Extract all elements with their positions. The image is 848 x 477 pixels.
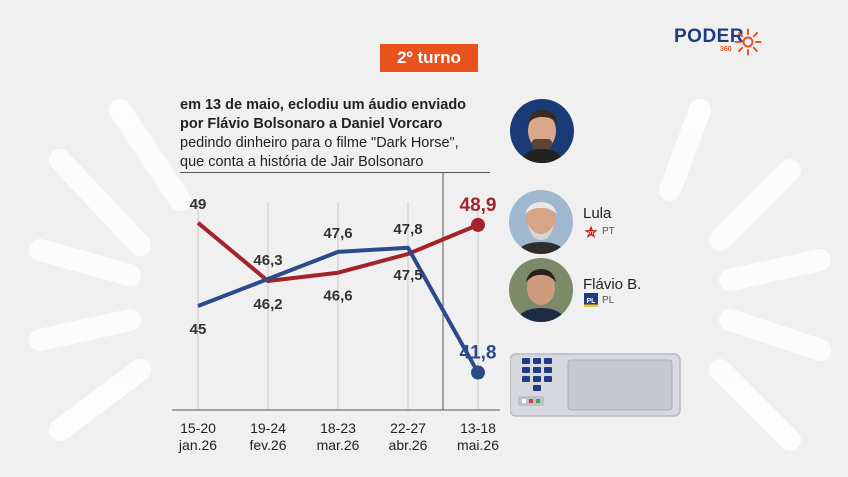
data-label-lula: 46,6 — [323, 288, 352, 305]
data-label-flavio: 46,3 — [253, 252, 282, 269]
endpoint-lula — [471, 217, 485, 232]
x-tick-label: 22-27 abr.26 — [388, 420, 428, 453]
data-label-lula: 48,9 — [460, 195, 497, 216]
data-label-flavio: 45 — [190, 321, 207, 338]
data-label-lula: 47,5 — [393, 267, 422, 284]
pt-star-icon: PT — [584, 225, 598, 238]
annotation-bold-line: por Flávio Bolsonaro a Daniel Vorcaro — [180, 116, 443, 132]
legend-flavio-name: Flávio B. — [583, 276, 642, 293]
brand-logo-sub: 360 — [720, 46, 732, 53]
lula-photo — [509, 190, 573, 254]
brand-logo: PODER — [674, 26, 745, 47]
series-line-flavio — [197, 245, 480, 374]
voting-machine-icon — [510, 353, 681, 417]
vorcaro-photo — [510, 99, 574, 163]
annotation-line: que conta a história de Jair Bolsonaro — [180, 154, 424, 170]
annotation-text: em 13 de maio, eclodiu um áudio enviado … — [180, 96, 510, 172]
x-tick-label: 13-18 mai.26 — [456, 420, 500, 453]
x-tick-label: 15-20 jan.26 — [178, 420, 218, 453]
sun-icon — [734, 28, 762, 56]
annotation-rule — [180, 172, 490, 173]
legend-lula-party: PT — [602, 226, 615, 237]
legend-lula-name: Lula — [583, 205, 612, 222]
svg-text:PT: PT — [588, 231, 594, 236]
annotation-line: pedindo dinheiro para o filme "Dark Hors… — [180, 135, 459, 151]
data-label-flavio: 47,6 — [323, 225, 352, 242]
flavio-photo — [509, 258, 573, 322]
data-label-lula: 46,2 — [253, 296, 282, 313]
series-line-lula — [196, 221, 479, 284]
pl-party-icon: PL — [584, 293, 598, 307]
round-badge: 2º turno — [380, 44, 478, 72]
x-tick-label: 18-23 mar.26 — [316, 420, 360, 453]
legend-flavio-party: PL — [602, 295, 615, 306]
annotation-bold-line: em 13 de maio, eclodiu um áudio enviado — [180, 97, 467, 113]
data-label-flavio: 41,8 — [460, 343, 497, 364]
data-label-lula: 49 — [190, 196, 207, 213]
endpoint-flavio — [471, 365, 485, 380]
x-tick-label: 19-24 fev.26 — [249, 420, 287, 453]
data-label-flavio: 47,8 — [393, 221, 422, 238]
svg-text:PL: PL — [587, 298, 597, 305]
